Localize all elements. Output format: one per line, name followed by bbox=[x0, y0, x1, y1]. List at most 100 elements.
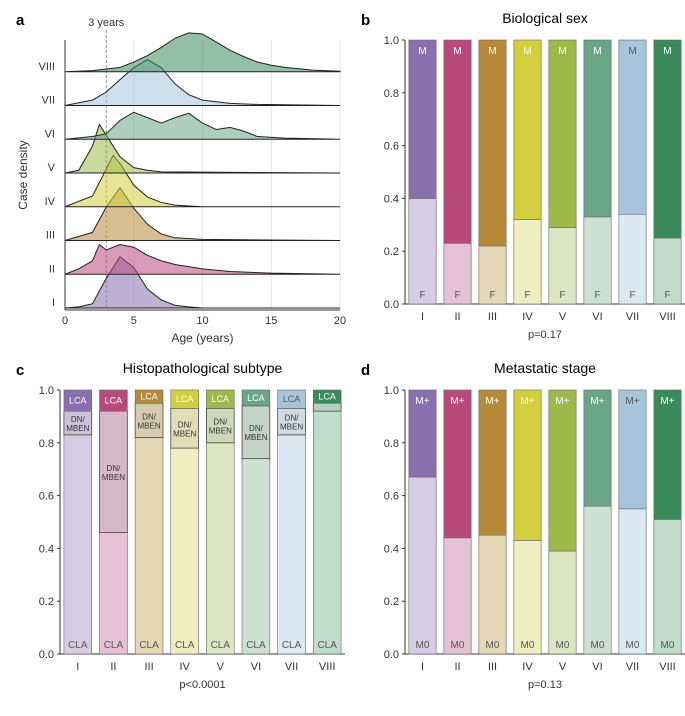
svg-text:III: III bbox=[144, 661, 153, 673]
svg-text:M: M bbox=[488, 46, 496, 57]
svg-text:CLA: CLA bbox=[175, 640, 195, 651]
panel-c-title: Histopathological subtype bbox=[50, 360, 355, 376]
svg-text:M: M bbox=[593, 46, 601, 57]
svg-text:VIII: VIII bbox=[319, 661, 336, 673]
svg-text:IV: IV bbox=[522, 311, 533, 323]
svg-text:M0: M0 bbox=[521, 640, 535, 651]
svg-text:M+: M+ bbox=[485, 396, 499, 407]
svg-text:DN/: DN/ bbox=[107, 464, 122, 473]
svg-text:CLA: CLA bbox=[282, 640, 302, 651]
svg-text:0.4: 0.4 bbox=[39, 543, 54, 555]
svg-text:II: II bbox=[454, 661, 460, 673]
svg-text:DN/: DN/ bbox=[71, 415, 86, 424]
panel-d: d Metastatic stage 0.00.20.40.60.81.0M+M… bbox=[355, 360, 685, 706]
svg-text:M0: M0 bbox=[661, 640, 675, 651]
svg-text:CLA: CLA bbox=[104, 640, 124, 651]
svg-text:M+: M+ bbox=[520, 396, 534, 407]
svg-text:p=0.17: p=0.17 bbox=[528, 329, 562, 341]
svg-text:CLA: CLA bbox=[317, 640, 337, 651]
svg-text:I: I bbox=[52, 297, 55, 309]
svg-text:3 years: 3 years bbox=[88, 17, 125, 29]
svg-text:VII: VII bbox=[626, 661, 639, 673]
svg-text:M: M bbox=[453, 46, 461, 57]
svg-text:II: II bbox=[110, 661, 116, 673]
svg-text:VII: VII bbox=[626, 311, 639, 323]
svg-text:0.2: 0.2 bbox=[39, 596, 54, 608]
svg-text:DN/: DN/ bbox=[249, 424, 264, 433]
svg-text:0.0: 0.0 bbox=[39, 649, 54, 661]
svg-text:M+: M+ bbox=[660, 396, 674, 407]
svg-text:20: 20 bbox=[334, 315, 346, 327]
panel-b-title: Biological sex bbox=[395, 10, 685, 26]
svg-text:I: I bbox=[421, 311, 424, 323]
svg-text:V: V bbox=[217, 661, 225, 673]
svg-text:M0: M0 bbox=[486, 640, 500, 651]
svg-text:M+: M+ bbox=[555, 396, 569, 407]
svg-text:II: II bbox=[454, 311, 460, 323]
svg-text:LCA: LCA bbox=[283, 394, 301, 404]
svg-text:p=0.13: p=0.13 bbox=[528, 679, 562, 691]
svg-text:0.6: 0.6 bbox=[384, 491, 399, 503]
panel-b: b Biological sex 0.00.20.40.60.81.0MFIMF… bbox=[355, 10, 685, 360]
svg-text:VI: VI bbox=[592, 311, 602, 323]
svg-text:LCA: LCA bbox=[140, 392, 158, 402]
panel-a-label: a bbox=[16, 12, 24, 29]
svg-text:M+: M+ bbox=[450, 396, 464, 407]
svg-text:0.2: 0.2 bbox=[384, 596, 399, 608]
svg-text:0.6: 0.6 bbox=[384, 141, 399, 153]
svg-text:MBEN: MBEN bbox=[138, 421, 161, 430]
svg-text:LCA: LCA bbox=[212, 394, 230, 404]
svg-text:0.8: 0.8 bbox=[384, 88, 399, 100]
svg-text:III: III bbox=[488, 311, 497, 323]
svg-text:MBEN: MBEN bbox=[66, 424, 89, 433]
svg-text:0.4: 0.4 bbox=[384, 193, 399, 205]
svg-text:M: M bbox=[663, 46, 671, 57]
svg-text:IV: IV bbox=[522, 661, 533, 673]
svg-text:F: F bbox=[489, 290, 495, 301]
svg-text:M: M bbox=[558, 46, 566, 57]
svg-text:1.0: 1.0 bbox=[39, 385, 54, 397]
svg-text:VI: VI bbox=[45, 128, 55, 140]
svg-text:MBEN: MBEN bbox=[244, 433, 267, 442]
svg-text:MBEN: MBEN bbox=[280, 423, 303, 432]
svg-text:III: III bbox=[46, 230, 55, 242]
stacked-bar-d: 0.00.20.40.60.81.0M+M0IM+M0IIM+M0IIIM+M0… bbox=[355, 380, 685, 700]
svg-text:LCA: LCA bbox=[318, 392, 336, 402]
svg-text:1.0: 1.0 bbox=[384, 35, 399, 47]
svg-text:F: F bbox=[454, 290, 460, 301]
svg-text:V: V bbox=[48, 162, 56, 174]
svg-text:M: M bbox=[628, 46, 636, 57]
svg-text:I: I bbox=[76, 661, 79, 673]
svg-text:VIII: VIII bbox=[38, 61, 55, 73]
svg-text:F: F bbox=[594, 290, 600, 301]
svg-text:F: F bbox=[664, 290, 670, 301]
svg-text:DN/: DN/ bbox=[178, 420, 193, 429]
svg-text:M: M bbox=[418, 46, 426, 57]
svg-text:p<0.0001: p<0.0001 bbox=[179, 679, 225, 691]
panel-a: a 051015203 yearsIIIIIIIVVVIVIIVIIIAge (… bbox=[10, 10, 355, 360]
svg-text:M0: M0 bbox=[556, 640, 570, 651]
svg-text:CLA: CLA bbox=[68, 640, 88, 651]
svg-text:10: 10 bbox=[196, 315, 208, 327]
svg-text:Age (years): Age (years) bbox=[171, 331, 233, 345]
svg-text:0.0: 0.0 bbox=[384, 299, 399, 311]
svg-text:M: M bbox=[523, 46, 531, 57]
svg-text:II: II bbox=[49, 263, 55, 275]
svg-text:M+: M+ bbox=[625, 396, 639, 407]
svg-text:F: F bbox=[419, 290, 425, 301]
svg-text:F: F bbox=[559, 290, 565, 301]
svg-text:MBEN: MBEN bbox=[102, 473, 125, 482]
panel-d-title: Metastatic stage bbox=[395, 360, 685, 376]
svg-text:0.0: 0.0 bbox=[384, 649, 399, 661]
svg-text:VI: VI bbox=[592, 661, 602, 673]
svg-text:0.8: 0.8 bbox=[384, 438, 399, 450]
svg-text:DN/: DN/ bbox=[213, 418, 228, 427]
svg-text:LCA: LCA bbox=[105, 396, 123, 406]
svg-text:0.8: 0.8 bbox=[39, 438, 54, 450]
svg-text:IV: IV bbox=[45, 196, 56, 208]
svg-text:DN/: DN/ bbox=[142, 412, 157, 421]
svg-text:IV: IV bbox=[179, 661, 190, 673]
svg-text:I: I bbox=[421, 661, 424, 673]
panel-c-label: c bbox=[16, 362, 24, 379]
svg-text:0.6: 0.6 bbox=[39, 491, 54, 503]
